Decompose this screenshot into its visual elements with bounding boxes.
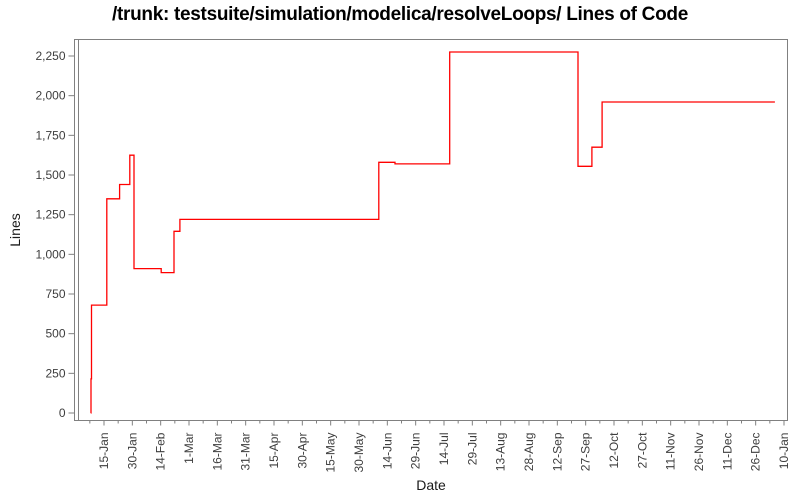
x-tick-label: 11-Nov bbox=[664, 433, 678, 471]
x-tick-label: 11-Dec bbox=[720, 433, 734, 471]
x-tick-label: 30-May bbox=[352, 433, 366, 473]
x-tick-label: 26-Dec bbox=[749, 433, 763, 472]
y-tick-label: 500 bbox=[45, 327, 65, 341]
x-axis-title: Date bbox=[416, 477, 446, 493]
x-tick-label: 26-Nov bbox=[692, 433, 706, 472]
x-tick-label: 27-Sep bbox=[579, 432, 593, 471]
x-tick-label: 31-Mar bbox=[239, 433, 253, 471]
x-tick-label: 15-Apr bbox=[267, 433, 281, 469]
x-tick-label: 15-May bbox=[324, 433, 338, 473]
chart-generated-layer: 0 250 500 750 1,000 1,250 1,500 1,750 2,000 2,250… bbox=[35, 39, 791, 473]
x-tick-label: 29-Jun bbox=[409, 433, 423, 470]
x-tick-label: 14-Jul bbox=[437, 433, 451, 466]
x-tick-label: 28-Aug bbox=[522, 433, 536, 472]
chart-title: /trunk: testsuite/simulation/modelica/re… bbox=[112, 4, 688, 25]
loc-series-line bbox=[90, 51, 775, 414]
plot-border bbox=[74, 39, 788, 421]
x-tick-label: 12-Oct bbox=[607, 432, 621, 469]
x-tick-label: 29-Jul bbox=[465, 433, 479, 466]
x-tick-label: 13-Aug bbox=[494, 433, 508, 472]
y-tick-label: 750 bbox=[45, 287, 65, 301]
x-tick-label: 16-Mar bbox=[210, 433, 224, 471]
x-tick-label: 30-Jan bbox=[125, 433, 139, 470]
y-tick-label: 250 bbox=[45, 366, 65, 380]
y-tick-label: 1,250 bbox=[35, 208, 65, 222]
x-tick-label: 10-Jan bbox=[777, 433, 791, 470]
x-tick-label: 14-Jun bbox=[380, 433, 394, 470]
x-tick-label: 1-Mar bbox=[182, 433, 196, 464]
y-tick-label: 2,000 bbox=[35, 89, 65, 103]
x-tick-label: 30-Apr bbox=[295, 433, 309, 469]
x-tick-label: 15-Jan bbox=[97, 433, 111, 470]
y-tick-label: 1,000 bbox=[35, 247, 65, 261]
y-axis-title: Lines bbox=[7, 213, 23, 246]
x-tick-label: 14-Feb bbox=[154, 432, 168, 470]
y-tick-label: 0 bbox=[59, 406, 66, 420]
x-tick-label: 27-Oct bbox=[635, 432, 649, 469]
y-tick-label: 1,500 bbox=[35, 168, 65, 182]
y-tick-label: 2,250 bbox=[35, 49, 65, 63]
y-tick-label: 1,750 bbox=[35, 128, 65, 142]
x-tick-label: 12-Sep bbox=[550, 432, 564, 471]
